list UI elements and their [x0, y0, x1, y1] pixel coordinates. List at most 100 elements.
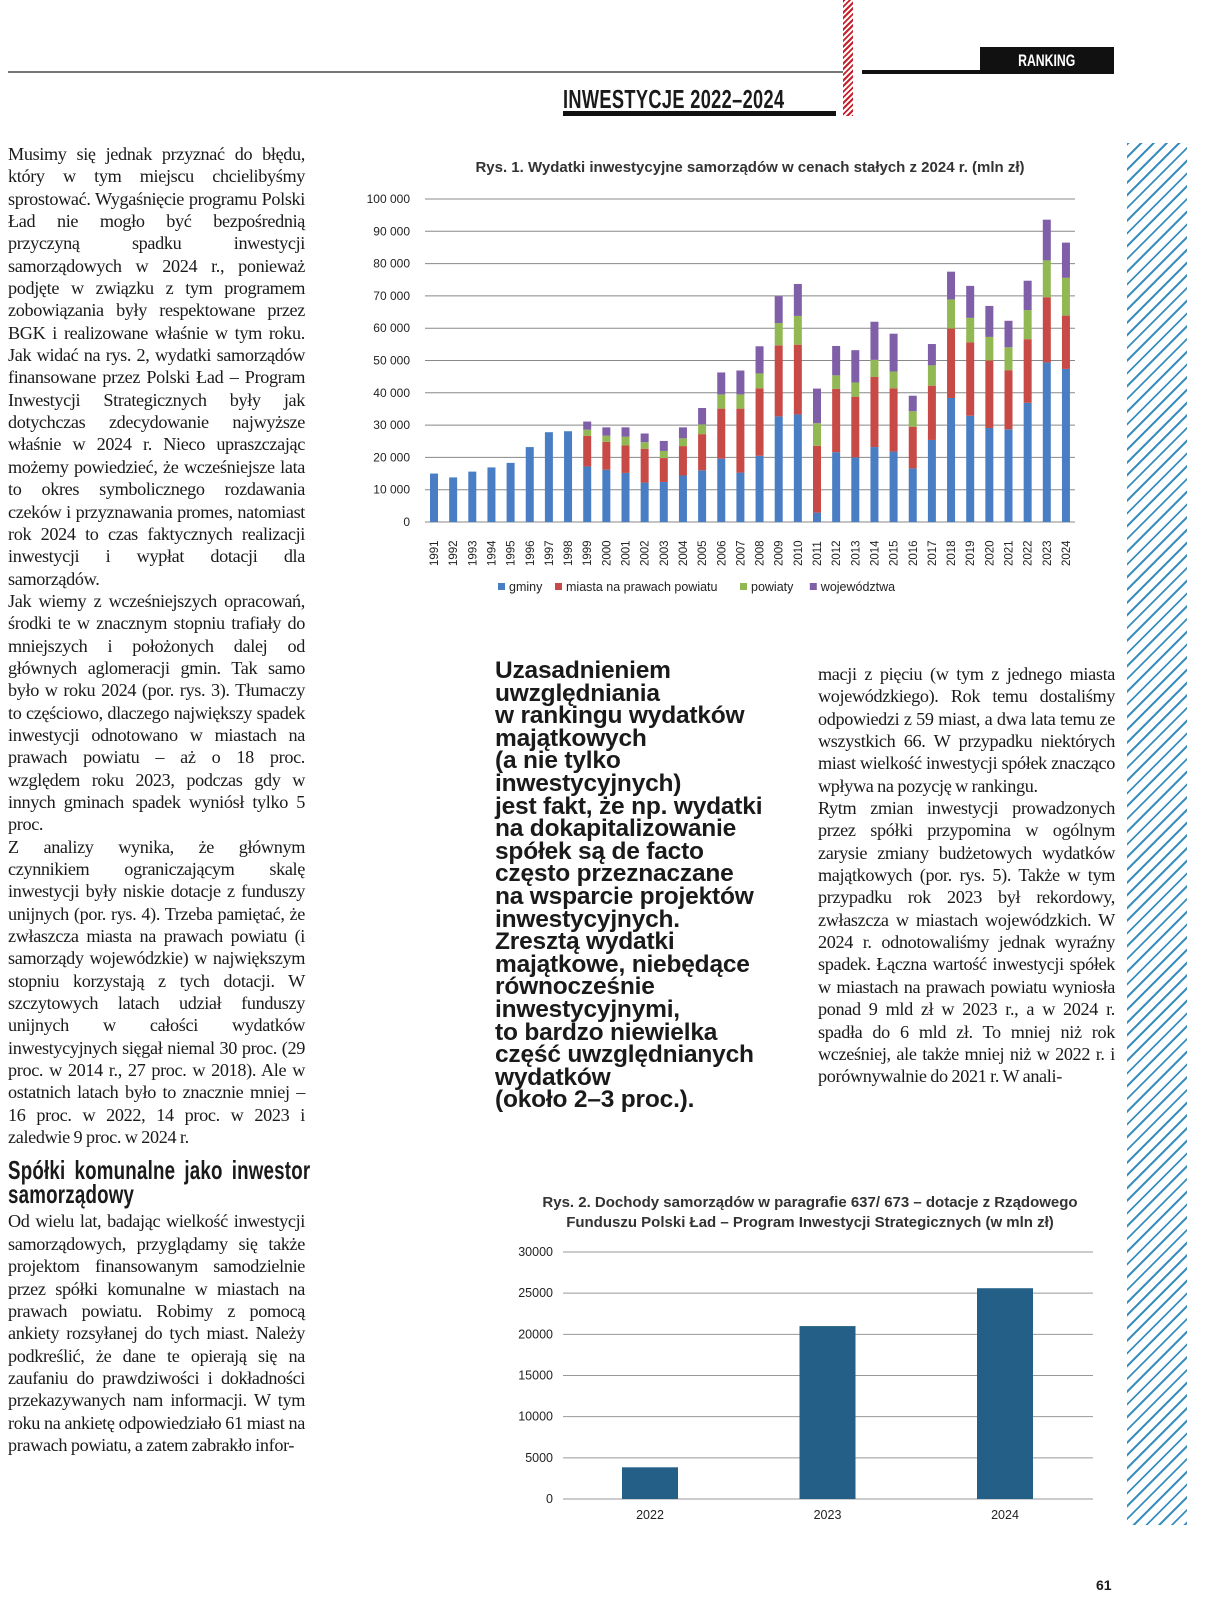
chart1-title: Rys. 1. Wydatki inwestycyjne samorządów … [475, 159, 1025, 176]
bar-segment-gminy-2012 [832, 452, 841, 522]
paragraph: Od wielu lat, badając wielkość inwestycj… [8, 1211, 305, 1455]
bar-segment-gminy-2015 [889, 451, 898, 522]
y-tick-label: 15000 [518, 1369, 553, 1383]
bar-segment-gminy-2016 [908, 468, 917, 522]
paragraph: macji z pięciu (w tym z jednego miasta w… [818, 664, 1115, 796]
x-tick-label: 2019 [965, 540, 977, 566]
y-tick-label: 80 000 [373, 257, 410, 271]
bar-segment-miasta-na-prawach-powiatu-2002 [640, 448, 649, 483]
bar-segment-gminy-1993 [468, 471, 477, 522]
bar-segment-gminy-2000 [602, 469, 611, 522]
x-tick-label: 1994 [486, 540, 498, 566]
right-text-column: macji z pięciu (w tym z jednego miasta w… [818, 663, 1115, 1088]
bar-segment-województwa-1999 [583, 421, 592, 430]
bar-segment-gminy-1996 [525, 447, 534, 522]
bar-segment-powiaty-2018 [947, 299, 956, 329]
y-tick-label: 0 [546, 1492, 553, 1506]
x-tick-label: 2023 [1042, 540, 1054, 566]
y-tick-label: 40 000 [373, 386, 410, 400]
bar-segment-gminy-2003 [659, 481, 668, 522]
pull-quote-line: inwestycyjnymi, [495, 995, 680, 1023]
bar-segment-powiaty-2022 [1023, 310, 1032, 340]
pull-quote-line: jest fakt, że np. wydatki [495, 792, 763, 820]
paragraph: Musimy się jednak przyznać do błędu, któ… [8, 144, 305, 589]
pull-quote-line: w rankingu wydatków [495, 702, 745, 730]
title-underline [563, 111, 836, 116]
bar-segment-województwa-2001 [621, 427, 630, 437]
bar-segment-miasta-na-prawach-powiatu-2017 [927, 385, 936, 440]
header-rule-dark [862, 70, 982, 74]
bar-segment-gminy-2019 [966, 415, 975, 522]
bar-segment-gminy-2005 [698, 470, 707, 522]
x-tick-label: 2010 [793, 540, 805, 566]
x-tick-label: 1996 [525, 540, 537, 566]
bar-segment-województwa-2003 [659, 440, 668, 451]
bar-segment-województwa-2006 [717, 372, 726, 395]
x-tick-label: 2024 [991, 1508, 1019, 1522]
pull-quote-line: na dokapitalizowanie [495, 815, 737, 843]
page-number: 61 [1096, 1577, 1112, 1593]
bar-segment-województwa-2009 [774, 296, 783, 324]
decorative-red-hatch [843, 0, 853, 116]
bar-2024 [977, 1288, 1033, 1499]
bar-segment-województwa-2018 [947, 271, 956, 300]
y-tick-label: 30 000 [373, 418, 410, 432]
bar-segment-gminy-2001 [621, 472, 630, 522]
x-tick-label: 2005 [697, 540, 709, 566]
chart2-title: Rys. 2. Dochody samorządów w paragrafie … [542, 1194, 1078, 1231]
bar-segment-powiaty-2020 [985, 336, 994, 361]
pull-quote: Uzasadnieniem uwzględniania w rankingu wyd… [495, 658, 815, 1112]
bar-segment-gminy-2013 [851, 457, 860, 522]
bar-segment-województwa-2005 [698, 407, 707, 425]
bar-segment-miasta-na-prawach-powiatu-2004 [678, 446, 687, 476]
pull-quote-line: inwestycyjnych) [495, 769, 682, 797]
bar-segment-powiaty-2006 [717, 394, 726, 409]
bar-segment-gminy-1999 [583, 466, 592, 522]
bar-segment-miasta-na-prawach-powiatu-2021 [1004, 370, 1013, 430]
bar-segment-gminy-1992 [449, 477, 458, 522]
x-tick-label: 1991 [429, 540, 441, 566]
bar-segment-powiaty-2001 [621, 436, 630, 446]
subheading: Spółki komunalne jako inwestor samorządo… [8, 1155, 311, 1210]
pull-quote-line: część uwzględnianych [495, 1041, 754, 1069]
bar-segment-gminy-2021 [1004, 429, 1013, 522]
x-tick-label: 1995 [506, 540, 518, 566]
bar-segment-powiaty-2012 [832, 375, 841, 389]
x-tick-label: 1999 [582, 540, 594, 566]
x-tick-label: 2023 [814, 1508, 842, 1522]
bar-segment-miasta-na-prawach-powiatu-2012 [832, 388, 841, 453]
y-tick-label: 20 000 [373, 450, 410, 464]
bar-segment-powiaty-1999 [583, 429, 592, 436]
bar-segment-miasta-na-prawach-powiatu-2020 [985, 360, 994, 429]
bar-segment-miasta-na-prawach-powiatu-2016 [908, 426, 917, 469]
bar-segment-województwa-2024 [1061, 242, 1070, 278]
bar-segment-gminy-2017 [927, 439, 936, 522]
pull-quote-line: często przeznaczane [495, 860, 734, 888]
x-tick-label: 2001 [621, 540, 633, 566]
bar-segment-gminy-2023 [1042, 362, 1051, 522]
bar-segment-powiaty-2014 [870, 359, 879, 377]
pull-quote-line: uwzględniania [495, 679, 660, 707]
bar-segment-województwa-2019 [966, 285, 975, 318]
decorative-blue-hatch [1127, 143, 1187, 1525]
bar-segment-miasta-na-prawach-powiatu-1999 [583, 435, 592, 467]
bar-segment-miasta-na-prawach-powiatu-2014 [870, 376, 879, 448]
bar-segment-gminy-1994 [487, 467, 496, 522]
bar-segment-miasta-na-prawach-powiatu-2018 [947, 328, 956, 398]
y-tick-label: 5000 [525, 1451, 553, 1465]
bar-segment-miasta-na-prawach-powiatu-2010 [793, 344, 802, 415]
bar-segment-miasta-na-prawach-powiatu-2008 [755, 388, 764, 456]
bar-segment-miasta-na-prawach-powiatu-2000 [602, 441, 611, 470]
bar-segment-województwa-2010 [793, 283, 802, 316]
pull-quote-line: wydatków [495, 1063, 611, 1091]
x-tick-label: 2015 [889, 540, 901, 566]
bar-segment-powiaty-2002 [640, 442, 649, 449]
bar-segment-województwa-2020 [985, 305, 994, 337]
pull-quote-line: majątkowych [495, 724, 647, 752]
x-tick-label: 2016 [908, 540, 920, 566]
bar-segment-powiaty-2004 [678, 438, 687, 447]
bar-segment-powiaty-2003 [659, 450, 668, 459]
legend-swatch [809, 583, 817, 590]
pull-quote-line: Zresztą wydatki [495, 928, 675, 956]
bar-segment-województwa-2007 [736, 370, 745, 395]
